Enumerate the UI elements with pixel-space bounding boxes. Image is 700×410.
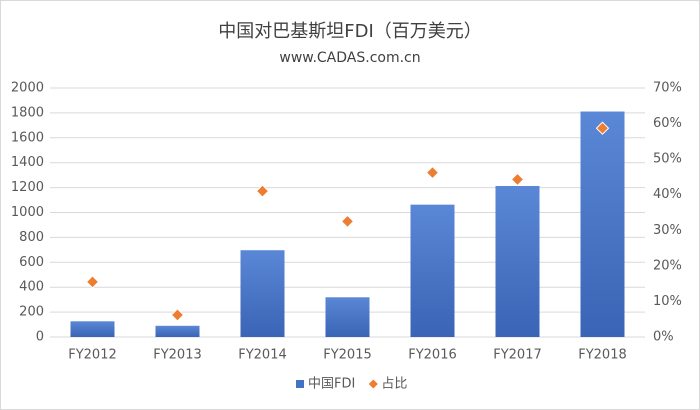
y-tick-label: 1600 [11,130,44,145]
x-tick-label: FY2017 [493,348,542,363]
y2-tick-label: 70% [653,81,682,96]
bar [495,185,540,337]
y-tick-label: 600 [19,255,44,270]
bar [70,321,115,337]
y-tick-label: 400 [19,280,44,295]
chart-subtitle: www.CADAS.com.cn [279,50,420,66]
y2-tick-label: 30% [653,223,682,238]
y-tick-label: 1400 [11,155,44,170]
legend-label: 中国FDI [308,377,355,392]
y2-tick-label: 0% [653,330,674,345]
point [85,275,100,289]
point [170,308,185,322]
bar [410,204,455,337]
x-tick-label: FY2016 [408,348,457,363]
y2-tick-label: 10% [653,294,682,309]
y2-tick-label: 20% [653,258,682,273]
chart-title: 中国对巴基斯坦FDI（百万美元） [218,21,482,42]
bar [155,325,200,337]
y2-tick-label: 50% [653,152,682,167]
point [255,184,270,198]
bar [240,250,285,337]
bar [580,111,625,337]
y-tick-label: 200 [19,305,44,320]
x-tick-label: FY2012 [68,348,117,363]
legend-marker [296,380,304,388]
y-tick-label: 1200 [11,180,44,195]
legend-marker [368,379,378,389]
bar [325,297,370,337]
point [340,214,355,229]
y-tick-label: 2000 [11,81,44,96]
x-tick-label: FY2015 [323,348,372,363]
y-tick-label: 1800 [11,105,44,120]
y2-tick-label: 60% [653,116,682,131]
x-tick-label: FY2014 [238,348,287,363]
legend-label: 占比 [381,377,407,392]
x-tick-label: FY2018 [578,348,627,363]
y-tick-label: 1000 [11,205,44,220]
point [595,121,610,135]
point [510,172,525,187]
y-tick-label: 0 [36,330,44,345]
y2-tick-label: 40% [653,187,682,202]
y-tick-label: 800 [19,230,44,245]
point [425,165,440,180]
x-tick-label: FY2013 [153,348,202,363]
